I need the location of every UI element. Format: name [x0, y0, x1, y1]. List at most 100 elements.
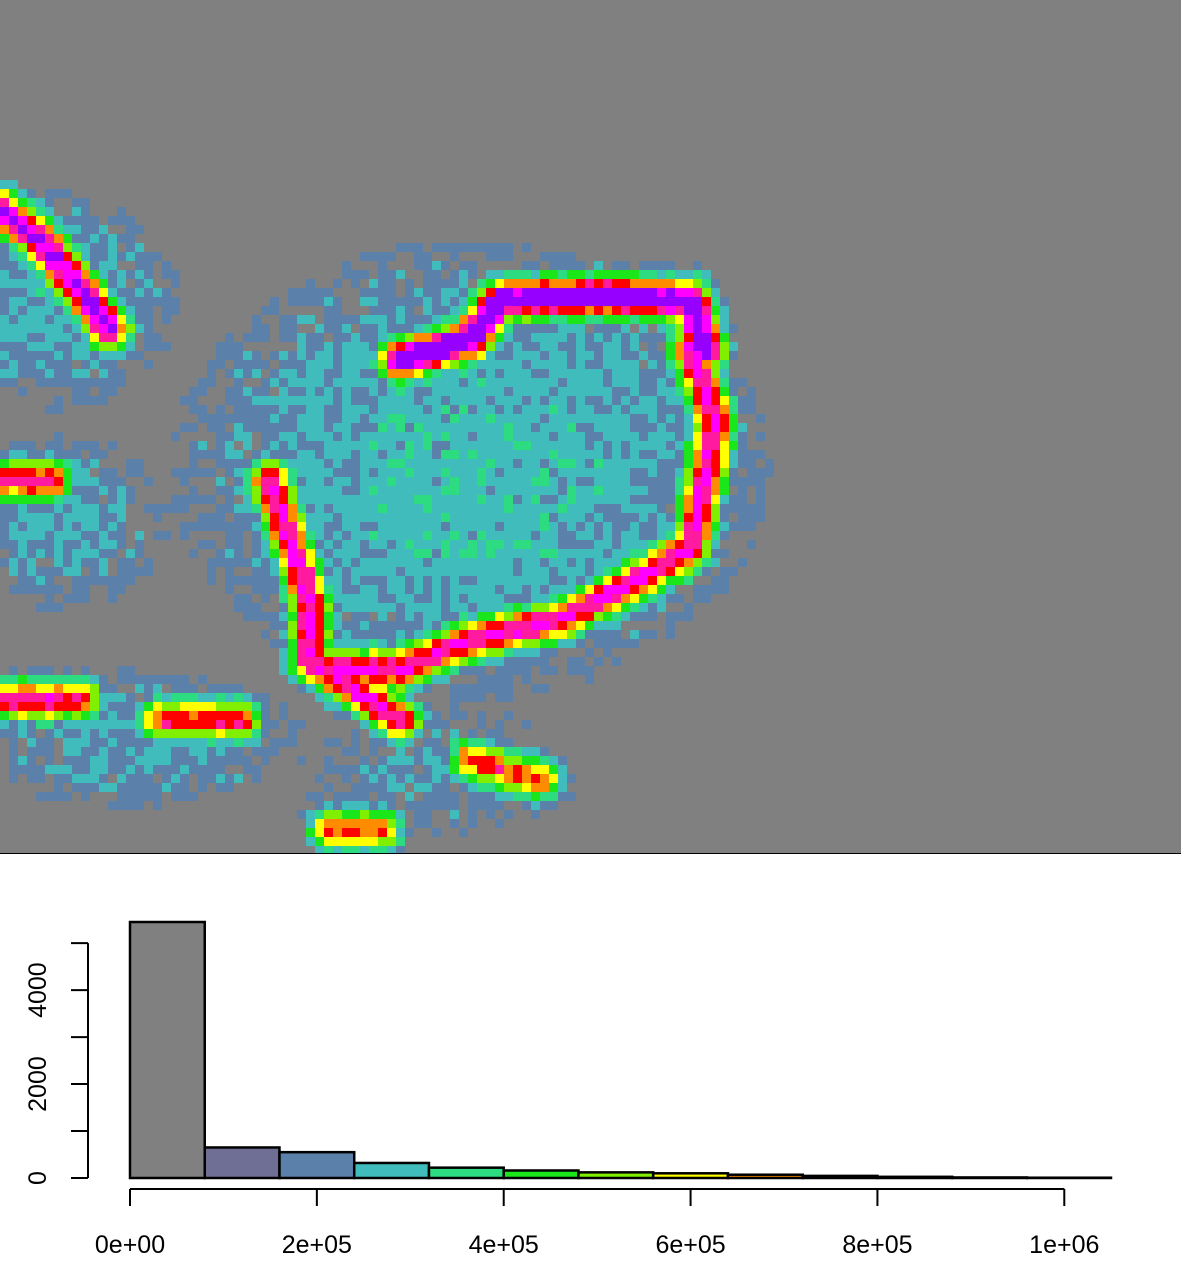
- raster-cell: [675, 450, 684, 459]
- raster-cell: [702, 387, 711, 396]
- raster-cell: [711, 432, 720, 441]
- raster-cell: [9, 297, 18, 306]
- raster-cell: [531, 576, 540, 585]
- raster-cell: [603, 297, 612, 306]
- raster-cell: [306, 621, 315, 630]
- raster-cell: [432, 729, 441, 738]
- raster-cell: [648, 513, 657, 522]
- raster-cell: [522, 387, 531, 396]
- raster-cell: [405, 477, 414, 486]
- raster-cell: [522, 576, 531, 585]
- raster-cell: [459, 378, 468, 387]
- raster-cell: [162, 693, 171, 702]
- raster-cell: [234, 747, 243, 756]
- raster-cell: [315, 423, 324, 432]
- raster-cell: [477, 279, 486, 288]
- raster-cell: [567, 333, 576, 342]
- raster-cell: [594, 549, 603, 558]
- raster-cell: [225, 459, 234, 468]
- raster-cell: [171, 756, 180, 765]
- raster-cell: [378, 720, 387, 729]
- raster-cell: [423, 666, 432, 675]
- raster-cell: [81, 531, 90, 540]
- raster-cell: [387, 450, 396, 459]
- raster-cell: [612, 396, 621, 405]
- raster-cell: [279, 585, 288, 594]
- raster-cell: [117, 729, 126, 738]
- raster-cell: [9, 180, 18, 189]
- raster-cell: [279, 549, 288, 558]
- raster-cell: [369, 693, 378, 702]
- raster-cell: [504, 432, 513, 441]
- raster-cell: [369, 639, 378, 648]
- raster-cell: [99, 675, 108, 684]
- raster-cell: [630, 540, 639, 549]
- raster-cell: [117, 711, 126, 720]
- raster-cell: [342, 441, 351, 450]
- raster-cell: [603, 648, 612, 657]
- raster-cell: [720, 441, 729, 450]
- raster-cell: [549, 576, 558, 585]
- raster-cell: [360, 468, 369, 477]
- raster-cell: [63, 522, 72, 531]
- raster-cell: [648, 558, 657, 567]
- raster-cell: [540, 666, 549, 675]
- raster-cell: [306, 549, 315, 558]
- raster-cell: [675, 423, 684, 432]
- raster-cell: [504, 504, 513, 513]
- raster-cell: [279, 432, 288, 441]
- raster-cell: [621, 351, 630, 360]
- raster-cell: [288, 315, 297, 324]
- raster-cell: [423, 477, 432, 486]
- raster-cell: [27, 450, 36, 459]
- raster-cell: [702, 549, 711, 558]
- raster-cell: [621, 468, 630, 477]
- raster-cell: [72, 774, 81, 783]
- raster-cell: [54, 288, 63, 297]
- raster-cell: [711, 504, 720, 513]
- raster-cell: [405, 522, 414, 531]
- raster-cell: [261, 405, 270, 414]
- raster-cell: [450, 423, 459, 432]
- raster-cell: [297, 513, 306, 522]
- raster-cell: [324, 297, 333, 306]
- raster-cell: [261, 324, 270, 333]
- raster-cell: [396, 540, 405, 549]
- raster-cell: [297, 405, 306, 414]
- raster-cell: [504, 270, 513, 279]
- raster-cell: [153, 729, 162, 738]
- raster-cell: [45, 684, 54, 693]
- raster-cell: [387, 756, 396, 765]
- raster-cell: [369, 702, 378, 711]
- raster-cell: [18, 765, 27, 774]
- raster-cell: [549, 333, 558, 342]
- raster-cell: [72, 450, 81, 459]
- raster-cell: [234, 711, 243, 720]
- raster-cell: [477, 522, 486, 531]
- raster-cell: [504, 486, 513, 495]
- raster-cell: [27, 711, 36, 720]
- raster-cell: [648, 441, 657, 450]
- raster-cell: [162, 738, 171, 747]
- raster-cell: [72, 675, 81, 684]
- raster-cell: [756, 468, 765, 477]
- raster-cell: [216, 513, 225, 522]
- raster-cell: [306, 387, 315, 396]
- raster-cell: [351, 585, 360, 594]
- raster-cell: [549, 387, 558, 396]
- raster-cell: [441, 333, 450, 342]
- raster-cell: [171, 432, 180, 441]
- raster-cell: [738, 432, 747, 441]
- raster-cell: [522, 783, 531, 792]
- raster-cell: [711, 369, 720, 378]
- raster-cell: [729, 522, 738, 531]
- raster-cell: [117, 783, 126, 792]
- raster-cell: [666, 630, 675, 639]
- raster-cell: [684, 369, 693, 378]
- raster-cell: [378, 675, 387, 684]
- raster-cell: [387, 459, 396, 468]
- raster-cell: [189, 729, 198, 738]
- raster-cell: [261, 720, 270, 729]
- raster-cell: [711, 486, 720, 495]
- raster-cell: [612, 306, 621, 315]
